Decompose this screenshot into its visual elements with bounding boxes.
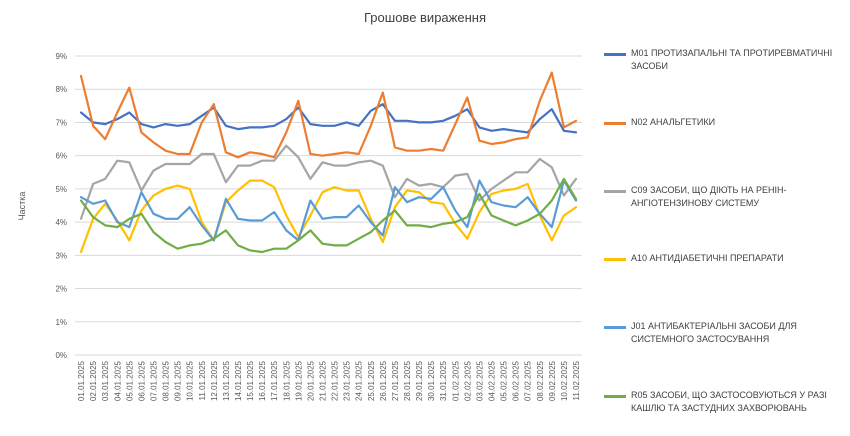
x-tick-label: 27.01.2025 <box>391 360 400 401</box>
x-tick-label: 29.01.2025 <box>415 360 424 401</box>
x-tick-label: 19.01.2025 <box>294 360 303 401</box>
legend-label: J01 АНТИБАКТЕРІАЛЬНІ ЗАСОБИ ДЛЯ СИСТЕМНО… <box>631 321 797 344</box>
x-tick-label: 23.01.2025 <box>343 360 352 401</box>
x-tick-label: 26.01.2025 <box>379 360 388 401</box>
legend-item-a10: A10 АНТИДІАБЕТИЧНІ ПРЕПАРАТИ <box>604 252 843 265</box>
x-tick-label: 21.01.2025 <box>318 360 327 401</box>
x-tick-label: 08.02.2025 <box>536 360 545 401</box>
y-tick-label: 8% <box>55 85 67 94</box>
x-tick-label: 01.02.2025 <box>451 360 460 401</box>
x-tick-label: 05.02.2025 <box>500 360 509 401</box>
x-tick-label: 10.01.2025 <box>186 360 195 401</box>
x-tick-label: 07.02.2025 <box>524 360 533 401</box>
legend-label: M01 ПРОТИЗАПАЛЬНІ ТА ПРОТИРЕВМАТИЧНІ ЗАС… <box>631 48 833 71</box>
y-tick-label: 2% <box>55 285 67 294</box>
x-tick-label: 03.02.2025 <box>475 360 484 401</box>
x-tick-label: 15.01.2025 <box>246 360 255 401</box>
series-line-a10 <box>79 179 578 254</box>
y-tick-label: 6% <box>55 152 67 161</box>
x-tick-label: 14.01.2025 <box>234 360 243 401</box>
x-tick-label: 20.01.2025 <box>306 360 315 401</box>
series-line-n02 <box>79 71 578 159</box>
x-axis-ticks: 01.01.2025 02.01.2025 03.01.2025 04.01.2025… <box>77 360 581 401</box>
gridlines <box>75 55 582 356</box>
x-tick-label: 16.01.2025 <box>258 360 267 401</box>
x-tick-label: 04.01.2025 <box>113 360 122 401</box>
x-tick-label: 24.01.2025 <box>355 360 364 401</box>
x-tick-label: 30.01.2025 <box>427 360 436 401</box>
legend-item-n02: N02 АНАЛЬГЕТИКИ <box>604 116 843 129</box>
series-line-c09 <box>79 144 578 220</box>
y-tick-label: 3% <box>55 251 67 260</box>
series-lines <box>79 71 578 254</box>
x-tick-label: 08.01.2025 <box>162 360 171 401</box>
x-tick-label: 04.02.2025 <box>487 360 496 401</box>
x-tick-label: 18.01.2025 <box>282 360 291 401</box>
x-tick-label: 06.02.2025 <box>512 360 521 401</box>
legend-label: A10 АНТИДІАБЕТИЧНІ ПРЕПАРАТИ <box>631 253 784 263</box>
chart-legend: M01 ПРОТИЗАПАЛЬНІ ТА ПРОТИРЕВМАТИЧНІ ЗАС… <box>604 0 844 436</box>
x-tick-label: 09.01.2025 <box>174 360 183 401</box>
x-tick-label: 01.01.2025 <box>77 360 86 401</box>
legend-item-r05: R05 ЗАСОБИ, ЩО ЗАСТОСОВУЮТЬСЯ У РАЗІ КАШ… <box>604 389 843 415</box>
legend-item-j01: J01 АНТИБАКТЕРІАЛЬНІ ЗАСОБИ ДЛЯ СИСТЕМНО… <box>604 320 843 346</box>
legend-swatch <box>604 53 626 56</box>
legend-swatch <box>604 190 626 193</box>
chart-title: Грошове вираження <box>364 10 486 25</box>
y-tick-label: 5% <box>55 185 67 194</box>
x-tick-label: 10.02.2025 <box>560 360 569 401</box>
x-tick-label: 25.01.2025 <box>367 360 376 401</box>
legend-swatch <box>604 258 626 261</box>
x-tick-label: 07.01.2025 <box>149 360 158 401</box>
x-tick-label: 05.01.2025 <box>125 360 134 401</box>
legend-label: N02 АНАЛЬГЕТИКИ <box>631 117 716 127</box>
x-tick-label: 03.01.2025 <box>101 360 110 401</box>
x-tick-label: 13.01.2025 <box>222 360 231 401</box>
x-tick-label: 28.01.2025 <box>403 360 412 401</box>
legend-label: R05 ЗАСОБИ, ЩО ЗАСТОСОВУЮТЬСЯ У РАЗІ КАШ… <box>631 390 827 413</box>
x-tick-label: 09.02.2025 <box>548 360 557 401</box>
x-tick-label: 17.01.2025 <box>270 360 279 401</box>
series-line-m01 <box>79 103 578 134</box>
legend-swatch <box>604 122 626 125</box>
legend-label: C09 ЗАСОБИ, ЩО ДІЮТЬ НА РЕНІН-АНГІОТЕНЗИ… <box>631 185 787 208</box>
x-tick-label: 11.02.2025 <box>572 360 581 400</box>
legend-item-m01: M01 ПРОТИЗАПАЛЬНІ ТА ПРОТИРЕВМАТИЧНІ ЗАС… <box>604 47 843 73</box>
y-axis-label: Частка <box>17 192 27 221</box>
x-tick-label: 06.01.2025 <box>137 360 146 401</box>
y-tick-label: 4% <box>55 218 67 227</box>
legend-item-c09: C09 ЗАСОБИ, ЩО ДІЮТЬ НА РЕНІН-АНГІОТЕНЗИ… <box>604 184 843 210</box>
legend-swatch <box>604 395 626 398</box>
x-tick-label: 12.01.2025 <box>210 360 219 401</box>
y-tick-label: 7% <box>55 118 67 127</box>
series-line-r05 <box>79 177 578 254</box>
legend-swatch <box>604 326 626 329</box>
series-line-j01 <box>79 179 578 242</box>
x-tick-label: 22.01.2025 <box>331 360 340 401</box>
x-tick-label: 02.01.2025 <box>89 360 98 401</box>
y-axis-ticks: 0% 1% 2% 3% 4% 5% 6% 7% 8% 9% <box>55 52 67 360</box>
x-tick-label: 02.02.2025 <box>463 360 472 401</box>
x-tick-label: 31.01.2025 <box>439 360 448 401</box>
y-tick-label: 9% <box>55 52 67 61</box>
y-tick-label: 0% <box>55 351 67 360</box>
y-tick-label: 1% <box>55 318 67 327</box>
x-tick-label: 11.01.2025 <box>198 360 207 400</box>
